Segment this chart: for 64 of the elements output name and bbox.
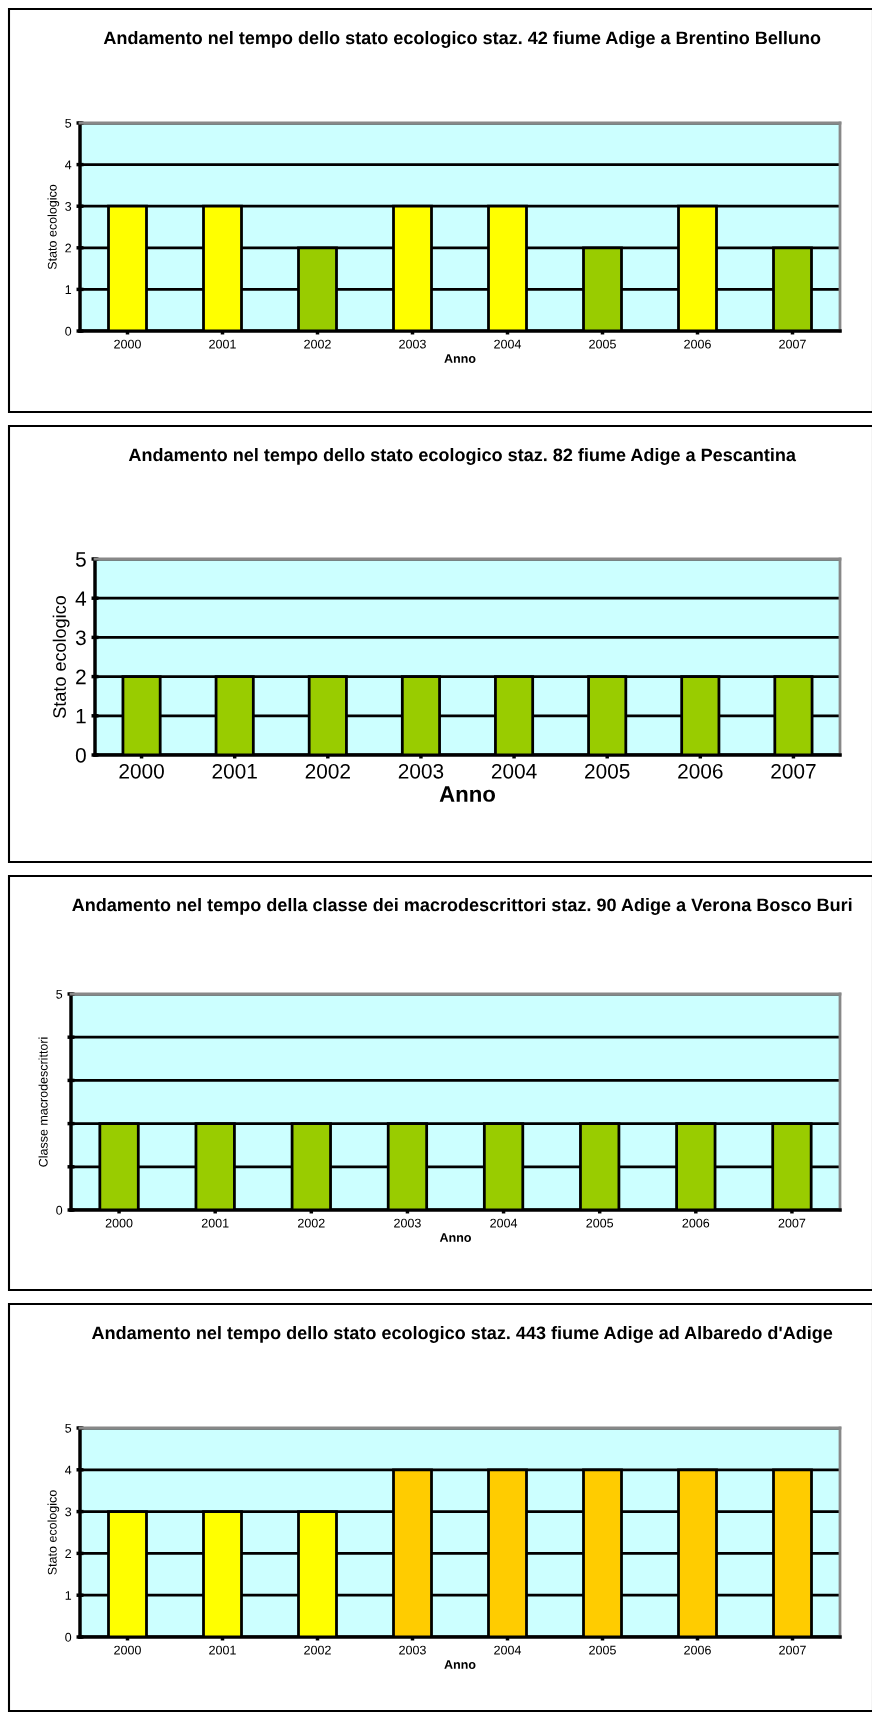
- y-tick-label: 4: [65, 160, 72, 170]
- y-tick-label: 0: [65, 326, 72, 336]
- x-tick-label: 2004: [494, 1645, 522, 1655]
- x-axis-title: Anno: [439, 786, 496, 802]
- x-tick-label: 2000: [114, 339, 141, 349]
- y-tick-label: 3: [65, 202, 72, 211]
- y-tick-label: 3: [75, 630, 86, 646]
- y-tick-label: 2: [65, 1549, 72, 1558]
- y-tick-label: 5: [65, 118, 72, 128]
- x-tick-label: 2002: [304, 339, 331, 349]
- chart-title: Andamento nel tempo dello stato ecologico staz. 42 fiume Adige a Brentino Belluno: [103, 31, 821, 48]
- x-tick-label: 2002: [298, 1218, 325, 1228]
- x-tick-label: 2000: [114, 1645, 141, 1655]
- y-tick-label: 0: [75, 748, 86, 763]
- x-tick-label: 2004: [490, 1218, 518, 1228]
- x-tick-label: 2006: [678, 763, 723, 779]
- chart-title: Andamento nel tempo dello stato ecologico staz. 443 fiume Adige ad Albaredo d'Adige: [91, 1326, 833, 1343]
- x-tick-label: 2005: [586, 1218, 614, 1228]
- x-tick-label: 2003: [394, 1218, 421, 1228]
- y-tick-label: 4: [65, 1465, 72, 1475]
- y-tick-label: 5: [65, 1423, 72, 1433]
- x-tick-label: 2002: [304, 1645, 331, 1655]
- x-tick-label: 2005: [585, 763, 630, 779]
- y-tick-label: 0: [65, 1632, 72, 1642]
- x-tick-label: 2003: [399, 1645, 426, 1655]
- x-axis-title: Anno: [444, 354, 476, 363]
- x-tick-label: 2004: [491, 763, 537, 779]
- x-tick-label: 2003: [399, 339, 426, 349]
- x-tick-label: 2007: [771, 763, 816, 779]
- x-tick-label: 2007: [779, 1645, 806, 1655]
- x-tick-label: 2007: [778, 1218, 806, 1228]
- y-tick-label: 2: [76, 669, 86, 685]
- x-tick-label: 2006: [682, 1218, 710, 1228]
- x-tick-label: 2004: [494, 339, 522, 349]
- x-tick-label: 2001: [209, 1645, 236, 1655]
- x-tick-label: 2001: [201, 1218, 229, 1228]
- y-tick-label: 5: [56, 989, 63, 999]
- x-tick-label: 2005: [589, 1645, 616, 1655]
- y-tick-label: 1: [65, 1591, 72, 1600]
- y-tick-label: 4: [75, 591, 87, 606]
- y-tick-label: 1: [76, 709, 86, 724]
- x-tick-label: 2007: [779, 339, 806, 349]
- chart-title: Andamento nel tempo della classe dei macrodescrittori staz. 90 Adige a Verona Bosco Buri: [72, 898, 852, 915]
- y-tick-label: 3: [65, 1507, 72, 1517]
- y-axis-title: Stato ecologico: [47, 1490, 60, 1575]
- x-axis-title: Anno: [444, 1660, 476, 1669]
- x-tick-label: 2000: [119, 763, 164, 779]
- y-tick-label: 1: [65, 285, 72, 294]
- x-tick-label: 2005: [589, 339, 616, 349]
- x-tick-label: 2001: [209, 339, 236, 349]
- y-tick-label: 0: [56, 1205, 63, 1215]
- y-axis-title: Stato ecologico: [52, 596, 70, 718]
- y-tick-label: 5: [75, 552, 86, 567]
- x-tick-label: 2003: [398, 763, 444, 779]
- x-tick-label: 2001: [212, 763, 257, 779]
- y-axis-title: Classe macrodescrittori: [38, 1037, 48, 1167]
- y-tick-label: 2: [65, 243, 72, 253]
- chart-title: Andamento nel tempo dello stato ecologico staz. 82 fiume Adige a Pescantina: [128, 448, 797, 465]
- y-axis-title: Stato ecologico: [47, 184, 60, 270]
- x-axis-title: Anno: [439, 1233, 471, 1242]
- x-tick-label: 2002: [305, 763, 350, 779]
- x-tick-label: 2006: [684, 339, 711, 349]
- x-tick-label: 2000: [105, 1218, 133, 1228]
- x-tick-label: 2006: [684, 1645, 711, 1655]
